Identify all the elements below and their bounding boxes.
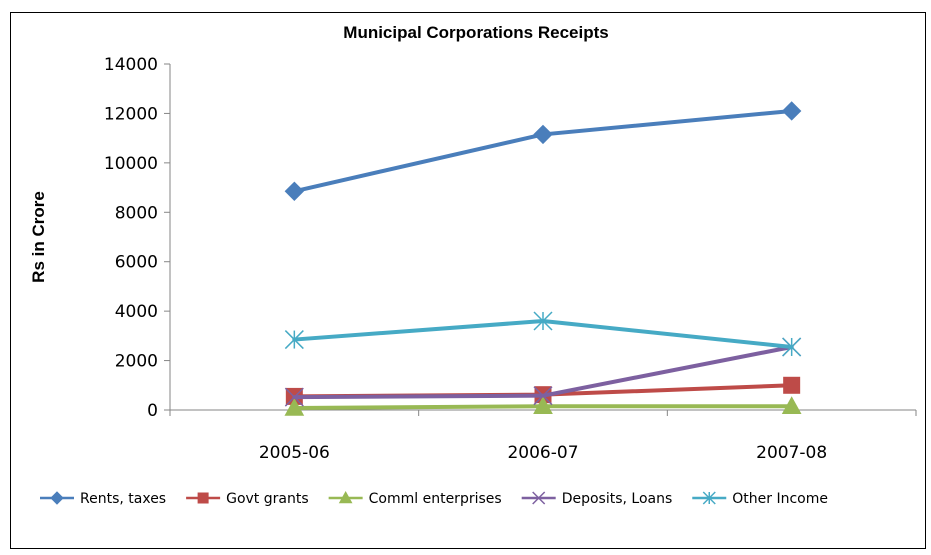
series-other-income [284,311,802,357]
chart-title: Municipal Corporations Receipts [343,23,608,42]
legend-label: Rents, taxes [80,491,166,507]
series-comml-enterprises [284,396,802,416]
diamond-marker [50,491,64,505]
y-tick-label: 12000 [104,104,158,124]
y-tick-label: 14000 [104,55,158,75]
data-point [782,337,802,357]
legend-item: Rents, taxes [40,491,166,507]
legend: Rents, taxes Govt grants Comml enterprises… [40,490,828,507]
x-marker [532,491,546,505]
y-tick-label: 6000 [115,253,158,273]
legend-item: Other Income [692,491,828,507]
x-tick-label: 2007-08 [756,443,827,463]
legend-label: Deposits, Loans [562,491,673,507]
data-point [284,330,304,350]
y-tick-label: 4000 [115,302,158,322]
data-point [533,396,553,414]
square-marker [197,492,209,504]
data-point [284,181,305,201]
legend-label: Other Income [732,491,828,507]
x-marker-stroke [532,491,546,505]
legend-item: Govt grants [186,491,309,507]
legend-item: Deposits, Loans [521,491,673,507]
data-point [533,124,553,145]
data-point [781,396,802,414]
triangle-marker [338,490,353,504]
data-point [533,386,553,406]
x-tick-label: 2006-07 [507,443,578,463]
series-line [292,108,794,194]
series-rents-taxes [284,101,802,201]
star-marker [702,491,716,505]
data-point [533,311,553,331]
y-tick-label: 2000 [115,352,158,372]
legend-label: Govt grants [226,491,309,507]
y-axis-label: Rs in Crore [29,191,48,283]
y-tick-label: 10000 [104,154,158,174]
x-marker-stroke [284,387,304,407]
data-point [284,397,305,416]
x-marker-stroke [533,386,553,406]
series-layer [284,101,802,416]
series-deposits-loans [284,337,802,407]
data-point [783,376,801,394]
legend-label: Comml enterprises [369,491,502,507]
y-tick-label: 8000 [115,203,158,223]
data-point [781,101,802,121]
y-tick-label: 0 [147,401,158,421]
x-tick-label: 2005-06 [259,443,330,463]
chart-frame [10,12,926,549]
legend-item: Comml enterprises [328,490,502,507]
data-point [284,387,304,407]
